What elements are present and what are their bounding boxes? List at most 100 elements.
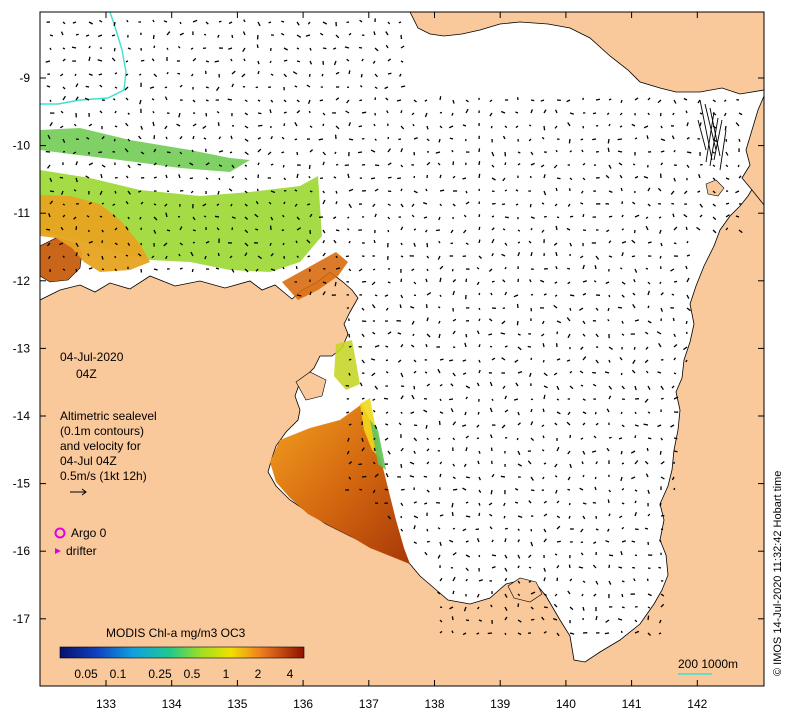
velocity-vector <box>373 447 376 452</box>
velocity-vector <box>400 188 403 192</box>
velocity-vector <box>595 461 598 465</box>
velocity-vector <box>361 333 365 338</box>
velocity-vector <box>149 86 155 89</box>
velocity-vector <box>88 73 93 77</box>
velocity-vector <box>387 203 391 207</box>
velocity-vector <box>608 554 614 557</box>
velocity-vector <box>569 307 572 311</box>
velocity-vector <box>491 280 495 283</box>
velocity-vector <box>99 19 103 23</box>
velocity-vector <box>179 226 183 231</box>
velocity-vector <box>49 99 52 103</box>
velocity-vector <box>244 216 249 220</box>
velocity-vector <box>569 112 574 115</box>
velocity-vector <box>540 164 545 168</box>
velocity-vector <box>530 408 533 413</box>
velocity-vector <box>49 177 53 183</box>
velocity-vector <box>464 411 467 416</box>
velocity-vector <box>374 97 377 101</box>
velocity-vector <box>529 203 532 208</box>
velocity-vector <box>439 125 443 129</box>
velocity-vector <box>617 618 623 621</box>
velocity-vector <box>437 162 441 166</box>
velocity-vector <box>633 346 636 350</box>
velocity-vector <box>268 201 272 205</box>
velocity-vector <box>608 489 612 493</box>
velocity-vector <box>255 228 259 231</box>
velocity-vector <box>647 305 650 309</box>
velocity-vector <box>294 138 298 141</box>
velocity-vector <box>451 630 454 634</box>
velocity-vector <box>530 109 534 114</box>
velocity-vector <box>489 99 493 103</box>
velocity-vector <box>567 267 571 270</box>
velocity-vector <box>357 151 363 154</box>
velocity-vector <box>60 110 64 114</box>
velocity-vector <box>465 567 469 572</box>
velocity-vector <box>735 215 740 218</box>
velocity-vector <box>699 214 703 218</box>
velocity-vector <box>413 242 416 247</box>
velocity-vector <box>400 255 404 258</box>
velocity-vector <box>371 372 376 377</box>
velocity-vector <box>204 255 207 260</box>
velocity-vector <box>647 112 650 116</box>
velocity-vector <box>673 149 676 153</box>
velocity-vector <box>463 463 467 468</box>
velocity-vector <box>452 552 457 556</box>
velocity-vector <box>165 174 168 179</box>
velocity-vector <box>203 33 207 36</box>
velocity-vector <box>621 385 625 390</box>
legend-line-3: and velocity for <box>60 439 141 453</box>
velocity-vector <box>348 32 352 36</box>
velocity-vector <box>348 70 351 75</box>
velocity-vector <box>478 512 481 517</box>
velocity-vector <box>179 21 182 25</box>
velocity-vector <box>647 632 651 636</box>
velocity-vector <box>400 294 404 299</box>
velocity-vector <box>124 86 129 91</box>
velocity-vector <box>190 73 194 77</box>
time-label: 04Z <box>76 367 97 381</box>
velocity-vector <box>255 200 259 205</box>
drifter-label: drifter <box>66 544 97 558</box>
velocity-vector <box>645 346 649 350</box>
velocity-vector <box>504 567 508 572</box>
velocity-vector <box>660 528 664 531</box>
velocity-vector <box>685 110 688 114</box>
velocity-vector <box>660 593 665 597</box>
velocity-vector <box>608 164 612 169</box>
velocity-vector <box>608 385 613 390</box>
velocity-vector <box>307 21 311 25</box>
velocity-vector <box>387 216 391 220</box>
velocity-vector <box>608 346 613 350</box>
velocity-vector <box>49 190 55 193</box>
velocity-vector <box>631 369 636 374</box>
velocity-vector <box>568 564 571 569</box>
velocity-vector <box>685 320 688 325</box>
velocity-vector <box>554 125 558 129</box>
velocity-vector <box>387 450 391 455</box>
velocity-vector <box>192 216 196 221</box>
velocity-vector <box>647 97 651 101</box>
velocity-vector <box>177 72 181 75</box>
velocity-vector <box>645 370 649 374</box>
velocity-vector <box>738 229 743 234</box>
velocity-vector <box>462 177 467 180</box>
velocity-vector <box>296 151 299 156</box>
velocity-vector <box>595 255 600 260</box>
velocity-vector <box>582 264 585 270</box>
velocity-vector <box>385 359 389 362</box>
velocity-vector <box>660 397 664 400</box>
velocity-vector <box>231 175 235 179</box>
velocity-vector <box>257 99 261 102</box>
velocity-vector <box>426 528 429 532</box>
velocity-vector <box>488 268 493 272</box>
velocity-vector <box>515 111 519 114</box>
velocity-vector <box>153 216 158 221</box>
velocity-vector <box>387 331 392 335</box>
velocity-vector <box>634 619 638 623</box>
velocity-vector <box>673 177 676 182</box>
velocity-vector <box>257 60 260 65</box>
velocity-vector <box>257 112 262 115</box>
